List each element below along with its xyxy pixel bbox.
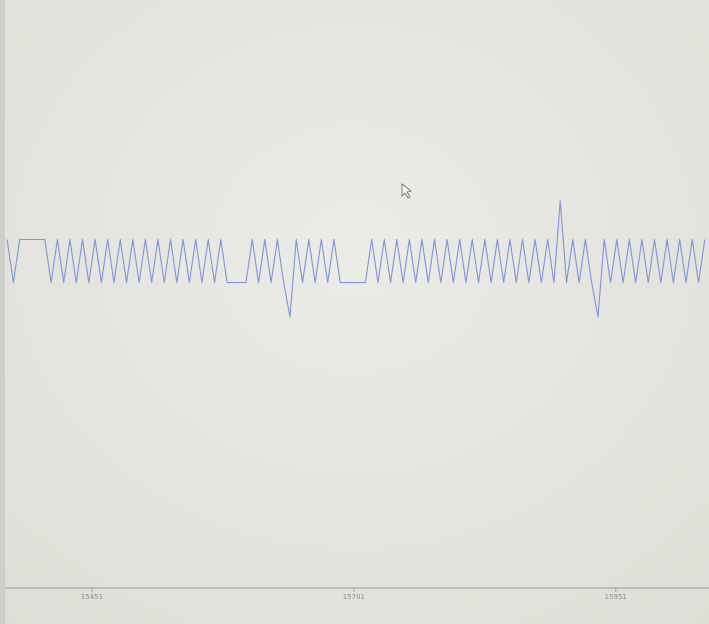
x-tick-label: 15451 (81, 593, 103, 601)
x-tick-label: 15951 (605, 593, 627, 601)
chart: 15451 15701 15951 (0, 0, 709, 624)
screen-edge (0, 0, 5, 624)
x-tick-label: 15701 (343, 593, 365, 601)
background (0, 0, 709, 624)
